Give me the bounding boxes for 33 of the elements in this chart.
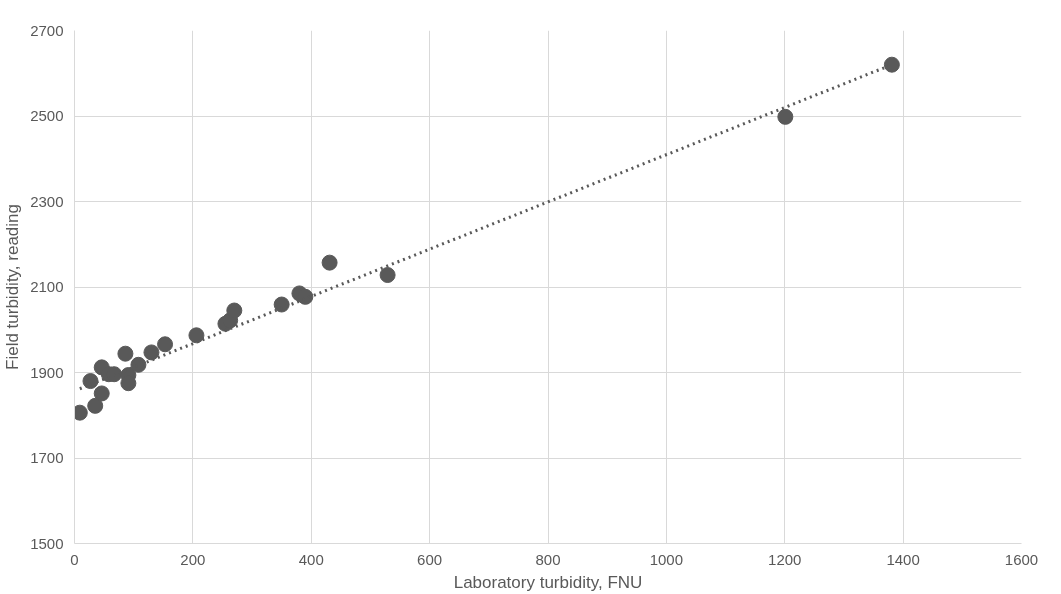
x-tick-label: 200 [180, 550, 206, 568]
x-tick-label: 1000 [649, 550, 684, 568]
y-tick-label: 2300 [30, 192, 64, 210]
y-axis-title: Field turbidity, reading [3, 204, 23, 370]
point [379, 267, 396, 284]
x-tick-label: 400 [298, 550, 324, 568]
point [226, 302, 243, 319]
point [130, 356, 147, 373]
point [157, 336, 174, 353]
x-tick-label: 600 [417, 550, 443, 568]
y-tick-label: 2100 [30, 278, 64, 295]
x-tick-label: 1400 [886, 550, 920, 568]
x-axis-title: Laboratory turbidity, FNU [453, 572, 643, 592]
point [82, 373, 99, 390]
y-tick-label: 1500 [30, 534, 64, 552]
point [87, 397, 104, 414]
point [117, 345, 134, 362]
y-tick-label: 1700 [30, 449, 64, 466]
point [777, 108, 794, 125]
y-tick-label: 1900 [30, 363, 64, 381]
point [297, 288, 314, 305]
x-tick-label: 0 [70, 550, 79, 568]
point [93, 385, 110, 402]
point [188, 327, 205, 344]
point [273, 296, 290, 313]
x-tick-label: 800 [535, 550, 561, 568]
x-tick-label: 1200 [768, 550, 802, 568]
point [883, 56, 900, 73]
x-tick-label: 1600 [1004, 550, 1039, 568]
y-tick-label: 2500 [30, 107, 64, 124]
point [321, 254, 338, 271]
point [143, 344, 160, 361]
y-tick-label: 2700 [30, 21, 64, 39]
